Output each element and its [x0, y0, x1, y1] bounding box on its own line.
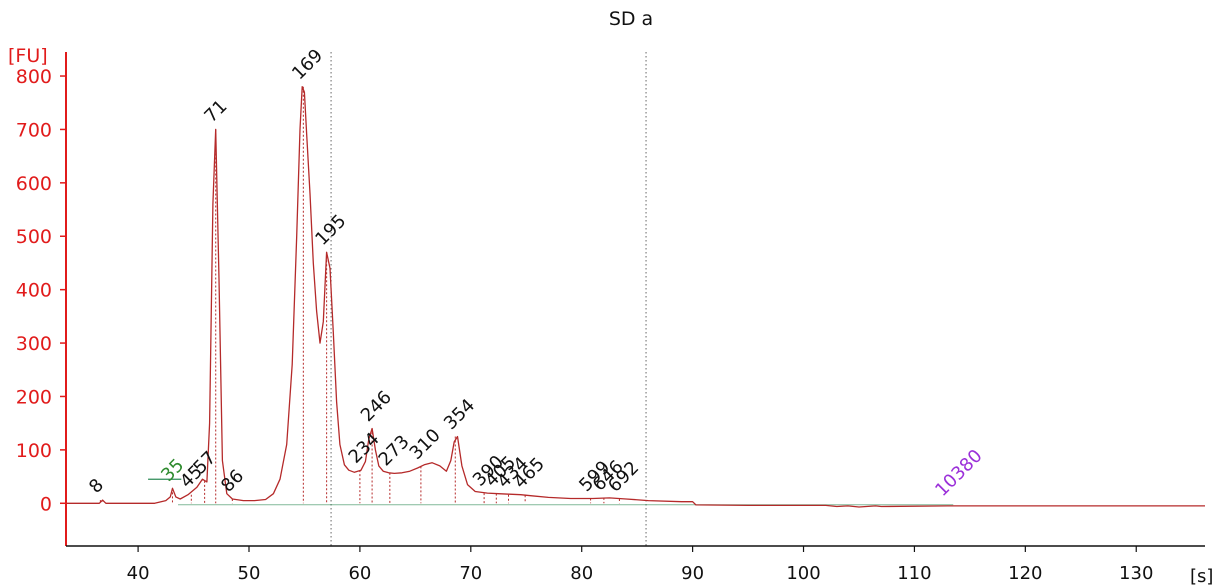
peak-label: 169	[288, 45, 327, 84]
x-axis-unit-label: [s]	[1190, 566, 1213, 587]
y-tick-label: 800	[16, 66, 52, 88]
y-axis-unit-label: [FU]	[8, 45, 48, 67]
peak-label: 354	[440, 395, 479, 434]
x-tick-label: 90	[681, 563, 704, 584]
chart-title: SD a	[609, 8, 653, 30]
x-tick-label: 60	[348, 563, 371, 584]
y-tick-label: 600	[16, 173, 52, 195]
y-tick-label: 400	[16, 280, 52, 302]
peak-label: 86	[217, 466, 248, 497]
x-tick-label: 100	[786, 563, 820, 584]
y-tick-label: 700	[16, 119, 52, 141]
y-tick-label: 500	[16, 226, 52, 248]
x-tick-label: 40	[127, 563, 150, 584]
y-tick-label: 200	[16, 386, 52, 408]
x-tick-label: 80	[570, 563, 593, 584]
peak-label: 310	[406, 425, 445, 464]
x-tick-label: 130	[1119, 563, 1153, 584]
peak-label: 8	[85, 475, 108, 498]
peak-label: 10380	[931, 445, 986, 500]
x-tick-label: 70	[459, 563, 482, 584]
x-tick-label: 110	[897, 563, 931, 584]
y-tick-label: 300	[16, 333, 52, 355]
y-tick-label: 100	[16, 440, 52, 462]
signal-trace	[66, 86, 1205, 508]
x-tick-label: 50	[238, 563, 261, 584]
peak-label: 246	[357, 387, 396, 426]
peak-label: 71	[200, 96, 231, 127]
y-tick-label: 0	[40, 493, 52, 515]
peak-label: 195	[311, 211, 350, 250]
x-tick-label: 120	[1008, 563, 1042, 584]
